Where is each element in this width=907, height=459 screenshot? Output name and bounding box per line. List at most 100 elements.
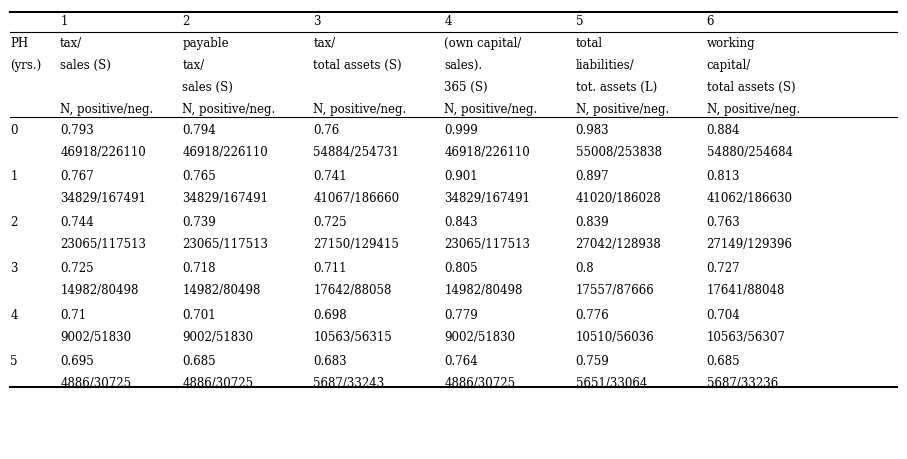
Text: total assets (S): total assets (S) bbox=[707, 81, 795, 94]
Text: N, positive/neg.: N, positive/neg. bbox=[576, 103, 668, 116]
Text: tot. assets (L): tot. assets (L) bbox=[576, 81, 657, 94]
Text: 0.711: 0.711 bbox=[313, 262, 346, 275]
Text: 23065/117513: 23065/117513 bbox=[182, 238, 268, 251]
Text: (yrs.): (yrs.) bbox=[11, 59, 42, 72]
Text: 0.765: 0.765 bbox=[182, 170, 216, 183]
Text: 6: 6 bbox=[707, 15, 714, 28]
Text: tax/: tax/ bbox=[60, 37, 83, 50]
Text: 1: 1 bbox=[60, 15, 67, 28]
Text: 0.8: 0.8 bbox=[576, 262, 594, 275]
Text: 0.767: 0.767 bbox=[60, 170, 94, 183]
Text: 17642/88058: 17642/88058 bbox=[313, 284, 392, 297]
Text: 34829/167491: 34829/167491 bbox=[182, 192, 268, 205]
Text: PH: PH bbox=[11, 37, 28, 50]
Text: sales (S): sales (S) bbox=[182, 81, 233, 94]
Text: 34829/167491: 34829/167491 bbox=[444, 192, 531, 205]
Text: 41067/186660: 41067/186660 bbox=[313, 192, 399, 205]
Text: 10563/56307: 10563/56307 bbox=[707, 330, 785, 343]
Text: 2: 2 bbox=[182, 15, 190, 28]
Text: 17557/87666: 17557/87666 bbox=[576, 284, 654, 297]
Text: 0.805: 0.805 bbox=[444, 262, 478, 275]
Text: 4886/30725: 4886/30725 bbox=[182, 376, 253, 389]
Text: 5687/33236: 5687/33236 bbox=[707, 376, 778, 389]
Text: 46918/226110: 46918/226110 bbox=[60, 146, 146, 158]
Text: 9002/51830: 9002/51830 bbox=[444, 330, 515, 343]
Text: 0.741: 0.741 bbox=[313, 170, 347, 183]
Text: 0.698: 0.698 bbox=[313, 308, 347, 321]
Text: 0.739: 0.739 bbox=[182, 216, 216, 229]
Text: N, positive/neg.: N, positive/neg. bbox=[182, 103, 276, 116]
Text: N, positive/neg.: N, positive/neg. bbox=[60, 103, 153, 116]
Text: 34829/167491: 34829/167491 bbox=[60, 192, 146, 205]
Text: 365 (S): 365 (S) bbox=[444, 81, 488, 94]
Text: (own capital/: (own capital/ bbox=[444, 37, 522, 50]
Text: N, positive/neg.: N, positive/neg. bbox=[707, 103, 800, 116]
Text: 10563/56315: 10563/56315 bbox=[313, 330, 392, 343]
Text: 0.685: 0.685 bbox=[707, 354, 740, 367]
Text: 14982/80498: 14982/80498 bbox=[60, 284, 139, 297]
Text: 0.764: 0.764 bbox=[444, 354, 478, 367]
Text: 0.759: 0.759 bbox=[576, 354, 610, 367]
Text: 0: 0 bbox=[11, 123, 18, 137]
Text: 3: 3 bbox=[313, 15, 321, 28]
Text: 55008/253838: 55008/253838 bbox=[576, 146, 661, 158]
Text: 0.718: 0.718 bbox=[182, 262, 216, 275]
Text: N, positive/neg.: N, positive/neg. bbox=[313, 103, 406, 116]
Text: 0.901: 0.901 bbox=[444, 170, 478, 183]
Text: working: working bbox=[707, 37, 756, 50]
Text: tax/: tax/ bbox=[313, 37, 336, 50]
Text: 0.76: 0.76 bbox=[313, 123, 339, 137]
Text: 5: 5 bbox=[11, 354, 18, 367]
Text: 27149/129396: 27149/129396 bbox=[707, 238, 793, 251]
Text: 0.704: 0.704 bbox=[707, 308, 740, 321]
Text: 46918/226110: 46918/226110 bbox=[444, 146, 531, 158]
Text: 0.727: 0.727 bbox=[707, 262, 740, 275]
Text: 0.794: 0.794 bbox=[182, 123, 216, 137]
Text: 0.683: 0.683 bbox=[313, 354, 347, 367]
Text: 0.763: 0.763 bbox=[707, 216, 740, 229]
Text: 0.701: 0.701 bbox=[182, 308, 216, 321]
Text: 0.884: 0.884 bbox=[707, 123, 740, 137]
Text: 0.983: 0.983 bbox=[576, 123, 610, 137]
Text: 0.71: 0.71 bbox=[60, 308, 86, 321]
Text: total assets (S): total assets (S) bbox=[313, 59, 402, 72]
Text: 0.813: 0.813 bbox=[707, 170, 740, 183]
Text: 0.897: 0.897 bbox=[576, 170, 610, 183]
Text: 3: 3 bbox=[11, 262, 18, 275]
Text: 9002/51830: 9002/51830 bbox=[182, 330, 253, 343]
Text: 4: 4 bbox=[11, 308, 18, 321]
Text: 0.779: 0.779 bbox=[444, 308, 478, 321]
Text: sales (S): sales (S) bbox=[60, 59, 111, 72]
Text: 9002/51830: 9002/51830 bbox=[60, 330, 132, 343]
Text: 14982/80498: 14982/80498 bbox=[182, 284, 260, 297]
Text: 5651/33064: 5651/33064 bbox=[576, 376, 647, 389]
Text: 46918/226110: 46918/226110 bbox=[182, 146, 268, 158]
Text: 0.776: 0.776 bbox=[576, 308, 610, 321]
Text: 23065/117513: 23065/117513 bbox=[60, 238, 146, 251]
Text: payable: payable bbox=[182, 37, 229, 50]
Text: N, positive/neg.: N, positive/neg. bbox=[444, 103, 538, 116]
Text: 0.843: 0.843 bbox=[444, 216, 478, 229]
Text: 5: 5 bbox=[576, 15, 583, 28]
Text: 10510/56036: 10510/56036 bbox=[576, 330, 654, 343]
Text: 4: 4 bbox=[444, 15, 452, 28]
Text: capital/: capital/ bbox=[707, 59, 751, 72]
Text: 41062/186630: 41062/186630 bbox=[707, 192, 793, 205]
Text: 2: 2 bbox=[11, 216, 18, 229]
Text: 0.695: 0.695 bbox=[60, 354, 94, 367]
Text: 5687/33243: 5687/33243 bbox=[313, 376, 385, 389]
Text: 4886/30725: 4886/30725 bbox=[60, 376, 132, 389]
Text: 4886/30725: 4886/30725 bbox=[444, 376, 515, 389]
Text: 0.999: 0.999 bbox=[444, 123, 478, 137]
Text: 0.793: 0.793 bbox=[60, 123, 94, 137]
Text: 54884/254731: 54884/254731 bbox=[313, 146, 399, 158]
Text: 1: 1 bbox=[11, 170, 18, 183]
Text: liabilities/: liabilities/ bbox=[576, 59, 634, 72]
Text: 41020/186028: 41020/186028 bbox=[576, 192, 661, 205]
Text: tax/: tax/ bbox=[182, 59, 204, 72]
Text: 17641/88048: 17641/88048 bbox=[707, 284, 785, 297]
Text: 14982/80498: 14982/80498 bbox=[444, 284, 522, 297]
Text: total: total bbox=[576, 37, 602, 50]
Text: 27150/129415: 27150/129415 bbox=[313, 238, 399, 251]
Text: 0.725: 0.725 bbox=[60, 262, 93, 275]
